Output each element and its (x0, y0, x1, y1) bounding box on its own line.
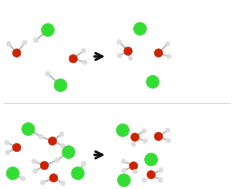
Circle shape (59, 132, 64, 136)
Circle shape (142, 178, 146, 183)
Circle shape (4, 140, 9, 145)
Circle shape (81, 161, 86, 166)
Circle shape (40, 180, 45, 185)
Circle shape (69, 55, 77, 63)
Circle shape (40, 161, 48, 170)
Circle shape (122, 168, 126, 173)
Circle shape (13, 143, 21, 152)
Circle shape (121, 159, 126, 164)
Circle shape (116, 124, 129, 137)
Circle shape (147, 170, 155, 179)
Circle shape (117, 174, 130, 187)
Circle shape (165, 128, 170, 132)
Circle shape (13, 49, 21, 57)
Circle shape (117, 53, 122, 58)
Circle shape (133, 169, 137, 174)
Circle shape (6, 42, 11, 46)
Circle shape (22, 40, 27, 45)
Circle shape (41, 23, 54, 36)
Circle shape (128, 56, 133, 60)
Circle shape (129, 162, 138, 170)
Circle shape (142, 129, 146, 133)
Circle shape (55, 158, 59, 163)
Circle shape (81, 48, 86, 53)
Circle shape (146, 75, 159, 88)
Circle shape (166, 138, 171, 143)
Circle shape (61, 181, 65, 186)
Circle shape (82, 60, 87, 64)
Circle shape (33, 38, 38, 43)
Circle shape (117, 40, 122, 44)
Circle shape (131, 133, 139, 141)
Circle shape (145, 153, 157, 166)
Circle shape (48, 137, 57, 145)
Circle shape (49, 174, 58, 182)
Circle shape (22, 123, 35, 136)
Circle shape (62, 146, 75, 159)
Circle shape (158, 168, 163, 172)
Circle shape (32, 159, 36, 164)
Circle shape (61, 143, 65, 148)
Circle shape (39, 134, 43, 139)
Circle shape (124, 47, 132, 55)
Circle shape (46, 71, 50, 76)
Circle shape (134, 22, 146, 35)
Circle shape (167, 54, 171, 59)
Circle shape (154, 132, 163, 141)
Circle shape (154, 49, 163, 57)
Circle shape (21, 176, 25, 181)
Circle shape (5, 150, 10, 155)
Circle shape (33, 169, 37, 173)
Circle shape (131, 142, 136, 146)
Circle shape (165, 42, 170, 46)
Circle shape (6, 167, 19, 180)
Circle shape (71, 167, 84, 180)
Circle shape (143, 139, 147, 143)
Circle shape (158, 177, 163, 182)
Circle shape (54, 79, 67, 92)
